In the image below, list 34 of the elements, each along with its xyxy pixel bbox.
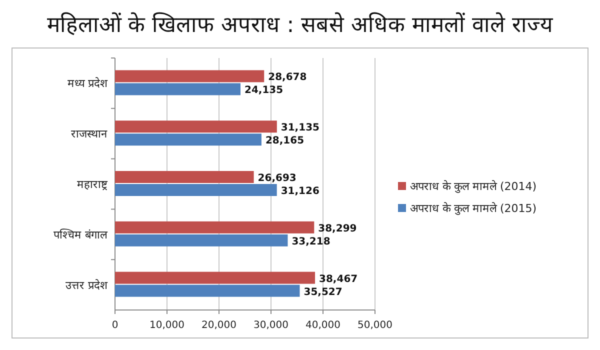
x-tick-label: 0 [112,320,118,331]
data-label: 31,126 [280,186,320,197]
x-tick-label: 10,000 [150,320,184,331]
x-tick-label: 50,000 [358,320,392,331]
bar [115,120,277,133]
y-tick-label: मध्य प्रदेश [68,77,108,90]
bar [115,272,316,284]
bar [115,134,262,146]
data-label: 31,135 [280,122,320,134]
y-tick-label: राजस्थान [71,128,108,141]
data-label: 38,299 [318,223,357,234]
bar [115,284,300,297]
data-label: 26,693 [258,173,296,184]
y-tick-label: उत्तर प्रदेश [66,278,108,292]
bar [115,221,314,234]
bar [115,234,288,246]
data-label: 35,527 [304,286,342,298]
data-label: 33,218 [292,236,330,248]
bar [115,171,254,183]
data-label: 28,678 [268,72,307,84]
data-label: 38,467 [319,274,358,285]
data-label: 28,165 [265,136,304,147]
x-tick-label: 20,000 [202,320,236,331]
bar [115,83,240,96]
bar [115,70,264,82]
legend-label: अपराध के कुल मामले (2015) [410,202,537,215]
title: महिलाओं के खिलाफ अपराध : सबसे अधिक मामलों वाले राज्य [46,13,554,38]
x-tick-label: 40,000 [306,320,340,331]
x-tick-label: 30,000 [254,320,288,331]
y-tick-label: पश्चिम बंगाल [54,228,108,242]
legend-label: अपराध के कुल मामले (2014) [410,180,537,193]
bar [115,184,277,196]
y-tick-label: महाराष्ट्र [77,178,108,191]
data-label: 24,135 [244,85,284,96]
